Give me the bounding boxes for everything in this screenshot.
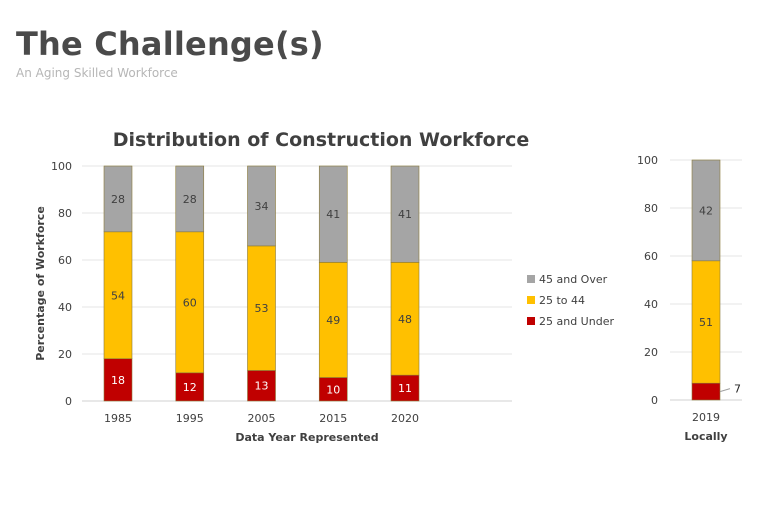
bar-segment [103,358,133,402]
x-tick-label: 2015 [319,412,347,425]
y-tick-label: 80 [58,207,72,220]
y-tick-label: 40 [644,298,658,311]
y-tick-label: 100 [51,160,72,173]
y-tick-label: 20 [644,346,658,359]
x-tick-label: 2019 [692,411,720,424]
x-tick-label: 2020 [391,412,419,425]
data-label: 41 [398,208,412,221]
y-tick-label: 0 [651,394,658,407]
legend-swatch [527,317,535,325]
legend-label: 25 to 44 [539,294,585,307]
bar-segment [103,165,133,233]
bar-segment [691,159,721,262]
legend-label: 45 and Over [539,273,608,286]
data-label: 51 [699,316,713,329]
bar-segment [390,165,420,263]
data-label: 11 [398,382,412,395]
y-axis-label: Percentage of Workforce [34,206,47,361]
bar-segment [175,231,205,374]
data-label: 10 [326,383,340,396]
data-label: 49 [326,314,340,327]
y-tick-label: 80 [644,202,658,215]
data-label: 28 [111,193,125,206]
bar-segment [175,165,205,233]
chart-title: Distribution of Construction Workforce [113,129,529,151]
y-tick-label: 0 [65,395,72,408]
data-label: 28 [183,193,197,206]
data-label: 12 [183,381,197,394]
bar-segment [247,370,276,402]
y-tick-label: 100 [637,154,658,167]
bar-segment [103,231,133,360]
legend-swatch [527,296,535,304]
x-tick-label: 2005 [248,412,276,425]
data-label: 34 [255,200,269,213]
bar-segment [318,262,348,378]
data-label-leader [719,388,731,393]
data-label: 13 [255,380,269,393]
data-label: 48 [398,313,412,326]
data-label: 53 [255,302,269,315]
bar-segment [390,262,420,376]
bar-segment [691,382,721,401]
x-tick-label: 1995 [176,412,204,425]
x-axis-label: Data Year Represented [235,431,378,444]
legend-swatch [527,275,535,283]
data-label: 60 [183,296,197,309]
data-label: 41 [326,208,340,221]
y-tick-label: 60 [644,250,658,263]
bar-segment [318,165,348,263]
x-axis-label: Locally [684,430,727,443]
data-label: 42 [699,204,713,217]
bar-segment [175,372,205,402]
x-tick-label: 1985 [104,412,132,425]
y-tick-label: 40 [58,301,72,314]
page-title: The Challenge(s) [16,25,324,63]
bar-segment [247,165,276,247]
data-label: 54 [111,289,125,302]
bar-segment [390,374,420,402]
y-tick-label: 20 [58,348,72,361]
data-label: 18 [111,374,125,387]
data-label: 7 [734,383,741,396]
page-subtitle: An Aging Skilled Workforce [16,66,178,80]
y-tick-label: 60 [58,254,72,267]
legend-label: 25 and Under [539,315,614,328]
